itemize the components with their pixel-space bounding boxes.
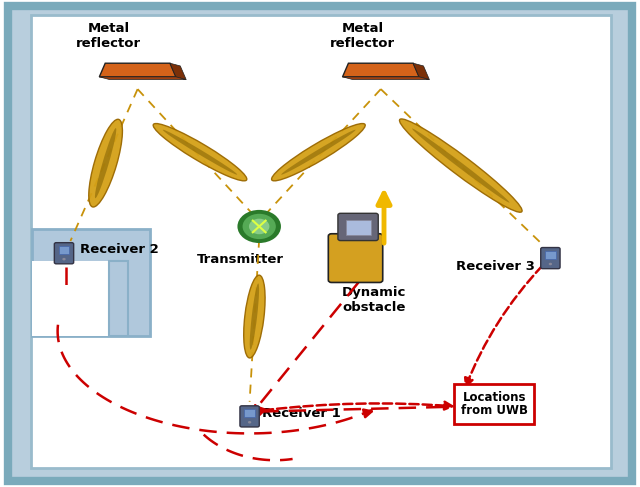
Text: Receiver 3: Receiver 3	[456, 261, 534, 273]
Polygon shape	[342, 77, 429, 79]
FancyBboxPatch shape	[346, 220, 371, 235]
FancyBboxPatch shape	[545, 251, 556, 259]
FancyBboxPatch shape	[338, 213, 378, 241]
Ellipse shape	[412, 129, 509, 203]
Polygon shape	[99, 63, 176, 77]
Ellipse shape	[153, 124, 247, 181]
Text: Receiver 1: Receiver 1	[262, 408, 341, 420]
FancyBboxPatch shape	[32, 229, 150, 336]
Ellipse shape	[250, 283, 259, 350]
FancyBboxPatch shape	[328, 234, 383, 282]
FancyBboxPatch shape	[8, 6, 632, 481]
FancyBboxPatch shape	[240, 406, 259, 427]
FancyBboxPatch shape	[54, 243, 74, 264]
FancyBboxPatch shape	[32, 261, 112, 336]
Text: Metal
reflector: Metal reflector	[330, 22, 396, 50]
FancyBboxPatch shape	[244, 410, 255, 417]
Ellipse shape	[271, 124, 365, 181]
Polygon shape	[99, 77, 186, 79]
FancyBboxPatch shape	[541, 247, 560, 269]
Circle shape	[237, 210, 281, 243]
Text: from UWB: from UWB	[461, 404, 528, 417]
Ellipse shape	[244, 275, 265, 358]
FancyBboxPatch shape	[31, 15, 611, 468]
Polygon shape	[342, 63, 419, 77]
Text: Transmitter: Transmitter	[196, 253, 284, 266]
Text: Locations: Locations	[463, 391, 526, 404]
Text: Dynamic
obstacle: Dynamic obstacle	[342, 286, 406, 314]
Ellipse shape	[399, 119, 522, 212]
Polygon shape	[170, 63, 186, 79]
Ellipse shape	[163, 130, 237, 175]
Ellipse shape	[281, 130, 356, 175]
FancyBboxPatch shape	[109, 261, 128, 336]
Ellipse shape	[95, 128, 116, 198]
Circle shape	[249, 219, 269, 234]
FancyBboxPatch shape	[454, 384, 534, 424]
Circle shape	[62, 258, 66, 261]
FancyBboxPatch shape	[59, 246, 69, 254]
Circle shape	[248, 421, 252, 424]
Text: Receiver 2: Receiver 2	[80, 243, 159, 256]
Polygon shape	[413, 63, 429, 79]
Text: Metal
reflector: Metal reflector	[76, 22, 141, 50]
Ellipse shape	[89, 119, 122, 207]
Circle shape	[243, 214, 276, 239]
Circle shape	[548, 262, 552, 265]
